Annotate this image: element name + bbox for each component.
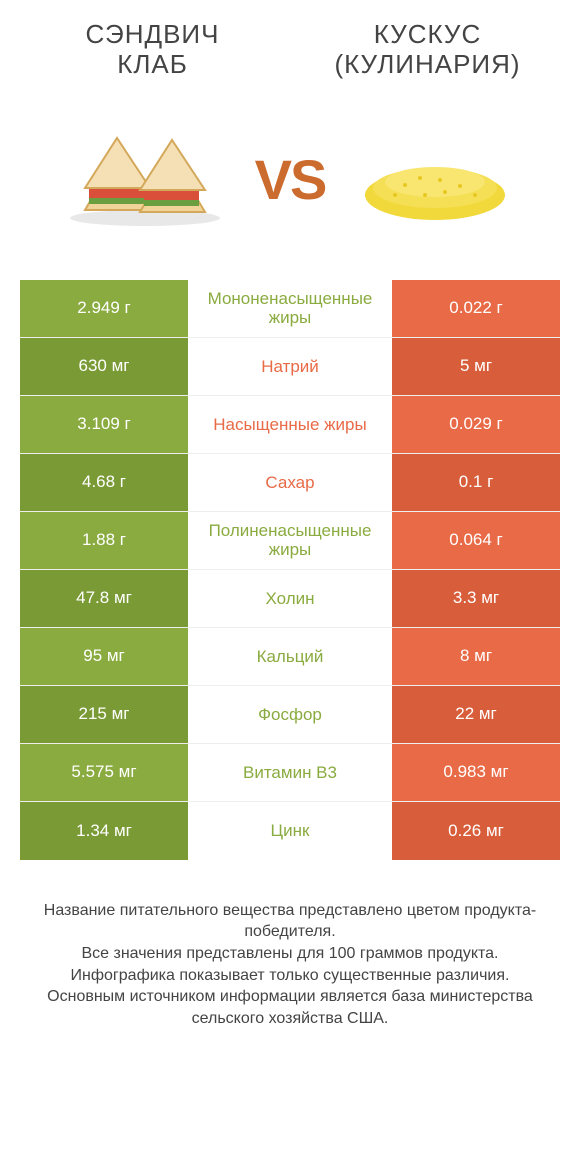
nutrition-table: 2.949 гМононенасыщенные жиры0.022 г630 м… — [0, 280, 580, 860]
nutrient-label: Кальций — [188, 628, 392, 685]
product-right-line1: КУСКУС — [305, 20, 550, 50]
nutrient-label: Сахар — [188, 454, 392, 511]
vs-label: VS — [255, 147, 326, 212]
footer-line4: Основным источником информации является … — [30, 986, 550, 1029]
value-left: 3.109 г — [20, 396, 188, 453]
value-left: 4.68 г — [20, 454, 188, 511]
footer-line1: Название питательного вещества представл… — [30, 900, 550, 943]
vs-row: VS — [0, 90, 580, 280]
nutrient-label: Полиненасыщенные жиры — [188, 512, 392, 569]
value-right: 0.983 мг — [392, 744, 560, 801]
value-right: 0.064 г — [392, 512, 560, 569]
nutrient-label: Натрий — [188, 338, 392, 395]
nutrition-row: 630 мгНатрий5 мг — [20, 338, 560, 396]
product-left-line2: КЛАБ — [30, 50, 275, 80]
value-left: 2.949 г — [20, 280, 188, 337]
nutrition-row: 4.68 гСахар0.1 г — [20, 454, 560, 512]
product-right-line2: (КУЛИНАРИЯ) — [305, 50, 550, 80]
nutrition-row: 1.88 гПолиненасыщенные жиры0.064 г — [20, 512, 560, 570]
value-right: 0.1 г — [392, 454, 560, 511]
comparison-header: СЭНДВИЧ КЛАБ КУСКУС (КУЛИНАРИЯ) — [0, 0, 580, 90]
value-right: 8 мг — [392, 628, 560, 685]
nutrient-label: Мононенасыщенные жиры — [188, 280, 392, 337]
nutrient-label: Витамин B3 — [188, 744, 392, 801]
product-left-title: СЭНДВИЧ КЛАБ — [30, 20, 275, 80]
header-spacer — [275, 20, 305, 80]
sandwich-image — [55, 130, 235, 230]
nutrition-row: 215 мгФосфор22 мг — [20, 686, 560, 744]
footer-notes: Название питательного вещества представл… — [0, 860, 580, 1030]
value-left: 95 мг — [20, 628, 188, 685]
value-right: 0.029 г — [392, 396, 560, 453]
nutrition-row: 2.949 гМононенасыщенные жиры0.022 г — [20, 280, 560, 338]
nutrition-row: 5.575 мгВитамин B30.983 мг — [20, 744, 560, 802]
value-right: 3.3 мг — [392, 570, 560, 627]
nutrition-row: 47.8 мгХолин3.3 мг — [20, 570, 560, 628]
footer-line2: Все значения представлены для 100 граммо… — [30, 943, 550, 965]
nutrition-row: 95 мгКальций8 мг — [20, 628, 560, 686]
value-right: 22 мг — [392, 686, 560, 743]
value-left: 630 мг — [20, 338, 188, 395]
value-left: 47.8 мг — [20, 570, 188, 627]
nutrition-row: 3.109 гНасыщенные жиры0.029 г — [20, 396, 560, 454]
nutrient-label: Цинк — [188, 802, 392, 860]
value-left: 1.34 мг — [20, 802, 188, 860]
product-left-line1: СЭНДВИЧ — [30, 20, 275, 50]
nutrient-label: Фосфор — [188, 686, 392, 743]
value-right: 0.26 мг — [392, 802, 560, 860]
footer-line3: Инфографика показывает только существенн… — [30, 965, 550, 987]
value-left: 215 мг — [20, 686, 188, 743]
value-right: 5 мг — [392, 338, 560, 395]
value-left: 1.88 г — [20, 512, 188, 569]
value-right: 0.022 г — [392, 280, 560, 337]
nutrient-label: Холин — [188, 570, 392, 627]
product-right-title: КУСКУС (КУЛИНАРИЯ) — [305, 20, 550, 80]
couscous-image — [345, 130, 525, 230]
nutrition-row: 1.34 мгЦинк0.26 мг — [20, 802, 560, 860]
nutrient-label: Насыщенные жиры — [188, 396, 392, 453]
value-left: 5.575 мг — [20, 744, 188, 801]
